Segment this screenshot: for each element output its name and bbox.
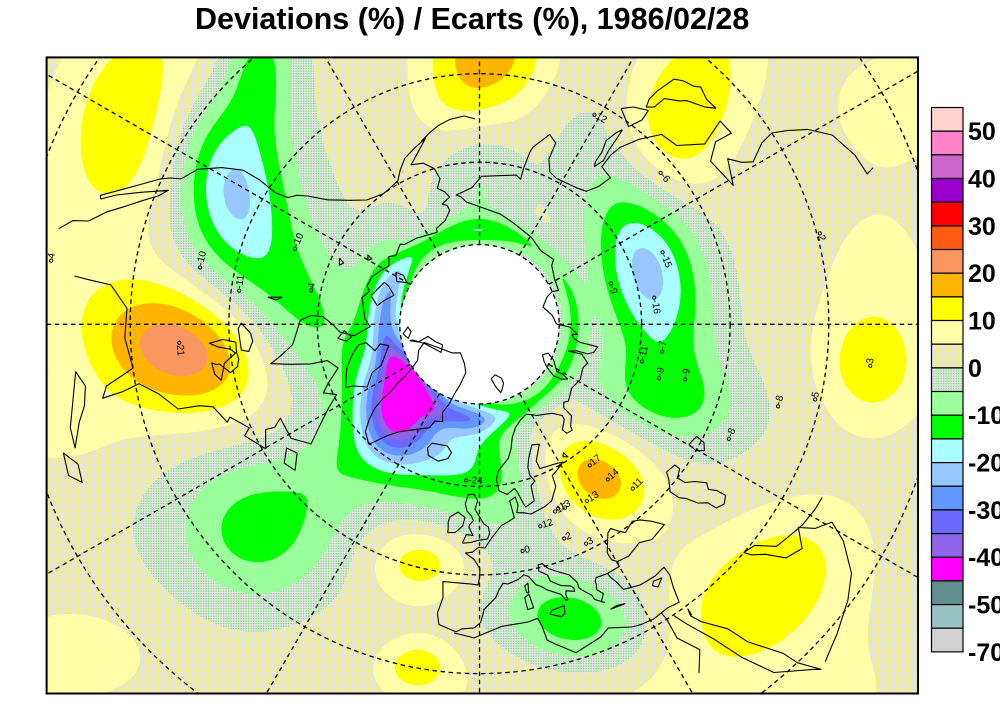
svg-text:-10: -10	[291, 231, 307, 249]
svg-text:12: 12	[594, 111, 609, 126]
svg-text:10: 10	[968, 308, 996, 336]
svg-text:-8: -8	[773, 394, 786, 406]
svg-text:3: 3	[865, 357, 877, 364]
svg-text:-7: -7	[657, 340, 669, 351]
svg-text:-70: -70	[968, 639, 1000, 667]
svg-text:-11: -11	[234, 274, 247, 290]
svg-text:20: 20	[968, 260, 996, 288]
svg-text:-40: -40	[968, 544, 1000, 572]
svg-text:40: 40	[968, 166, 996, 194]
svg-text:-10: -10	[968, 402, 1000, 430]
svg-text:5: 5	[810, 390, 822, 398]
svg-text:13: 13	[558, 498, 573, 513]
svg-text:0: 0	[968, 355, 982, 383]
svg-text:-9: -9	[654, 366, 667, 378]
svg-text:50: 50	[968, 118, 996, 146]
svg-text:-50: -50	[968, 592, 1000, 620]
svg-text:-24: -24	[468, 475, 484, 487]
svg-text:12: 12	[541, 517, 555, 531]
svg-text:-30: -30	[968, 497, 1000, 525]
svg-text:4: 4	[46, 252, 58, 260]
svg-text:2: 2	[815, 234, 827, 243]
svg-text:-16: -16	[649, 299, 662, 315]
svg-text:-20: -20	[968, 450, 1000, 478]
svg-text:-15: -15	[658, 252, 674, 270]
svg-text:4: 4	[306, 281, 318, 289]
svg-text:-9: -9	[680, 367, 693, 379]
svg-text:3: 3	[585, 535, 595, 548]
svg-text:30: 30	[968, 213, 996, 241]
svg-text:21: 21	[174, 344, 186, 356]
svg-text:-10: -10	[195, 250, 209, 267]
svg-text:0: 0	[523, 544, 531, 556]
svg-text:-9: -9	[606, 284, 619, 296]
svg-text:2: 2	[564, 530, 574, 542]
svg-text:15: 15	[555, 501, 570, 516]
svg-text:-11: -11	[637, 344, 651, 360]
